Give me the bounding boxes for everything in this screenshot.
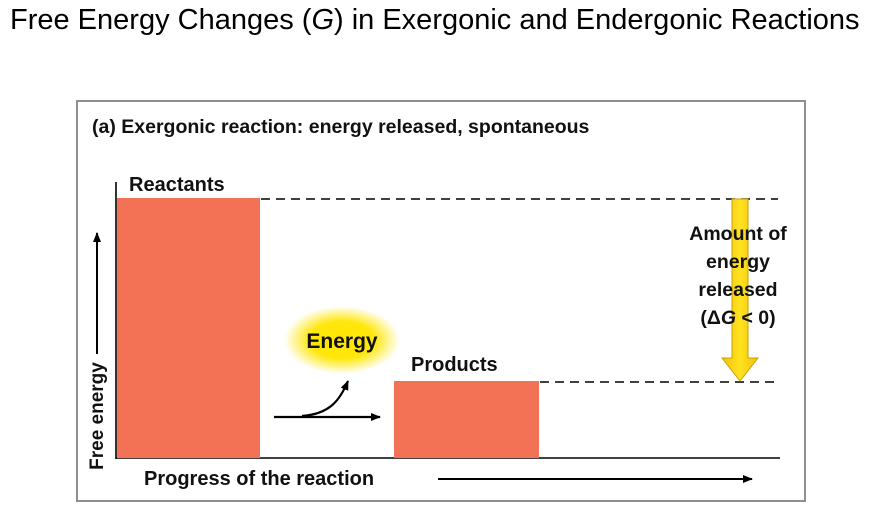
- exergonic-diagram: (a) Exergonic reaction: energy released,…: [87, 116, 787, 490]
- energy-released-arrow: [720, 198, 760, 382]
- released-label-line1: Amount of: [689, 223, 787, 245]
- slide-title: Free Energy Changes (G) in Exergonic and…: [10, 2, 860, 39]
- delta-close: < 0): [736, 307, 776, 329]
- released-label-line2: energy: [706, 251, 770, 273]
- title-text-end: ) in Exergonic and Endergonic Reactions: [334, 4, 860, 36]
- x-axis-label: Progress of the reaction: [144, 468, 374, 490]
- exergonic-panel: (a) Exergonic reaction: energy released,…: [76, 100, 806, 502]
- energy-label: Energy: [306, 330, 378, 353]
- panel-title: (a) Exergonic reaction: energy released,…: [92, 116, 590, 138]
- title-g-symbol: G: [311, 4, 334, 36]
- products-bar: [394, 381, 539, 458]
- reactants-bar: [117, 198, 260, 458]
- delta-g-label: (ΔG < 0): [700, 307, 775, 329]
- delta-g-symbol: G: [721, 307, 736, 329]
- products-label: Products: [411, 354, 498, 376]
- released-label-line3: released: [698, 279, 777, 301]
- delta-open: (Δ: [700, 307, 721, 329]
- title-text-start: Free Energy Changes (: [10, 4, 312, 36]
- energy-release-arrow: [301, 380, 350, 418]
- y-axis-label: Free energy: [87, 362, 108, 470]
- energy-glow: [284, 306, 400, 374]
- reactants-label: Reactants: [129, 174, 225, 196]
